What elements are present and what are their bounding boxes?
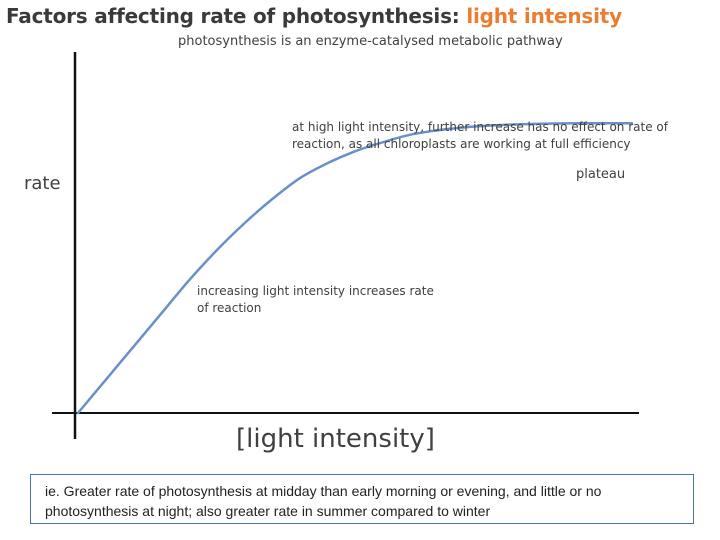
page-title: Factors affecting rate of photosynthesis… — [6, 4, 622, 28]
annotation-increasing: increasing light intensity increases rat… — [197, 284, 434, 315]
annotation-plateau: plateau — [576, 167, 626, 182]
annotation-high-intensity: at high light intensity, further increas… — [292, 120, 668, 151]
x-axis-label: [light intensity] — [236, 424, 435, 454]
title-highlight: light intensity — [466, 4, 622, 28]
title-main: Factors affecting rate of photosynthesis… — [6, 4, 460, 28]
y-axis-label: rate — [24, 173, 61, 194]
rate-curve — [76, 122, 634, 415]
chart-subtitle: photosynthesis is an enzyme-catalysed me… — [178, 34, 563, 49]
explanation-note: ie. Greater rate of photosynthesis at mi… — [30, 474, 694, 524]
